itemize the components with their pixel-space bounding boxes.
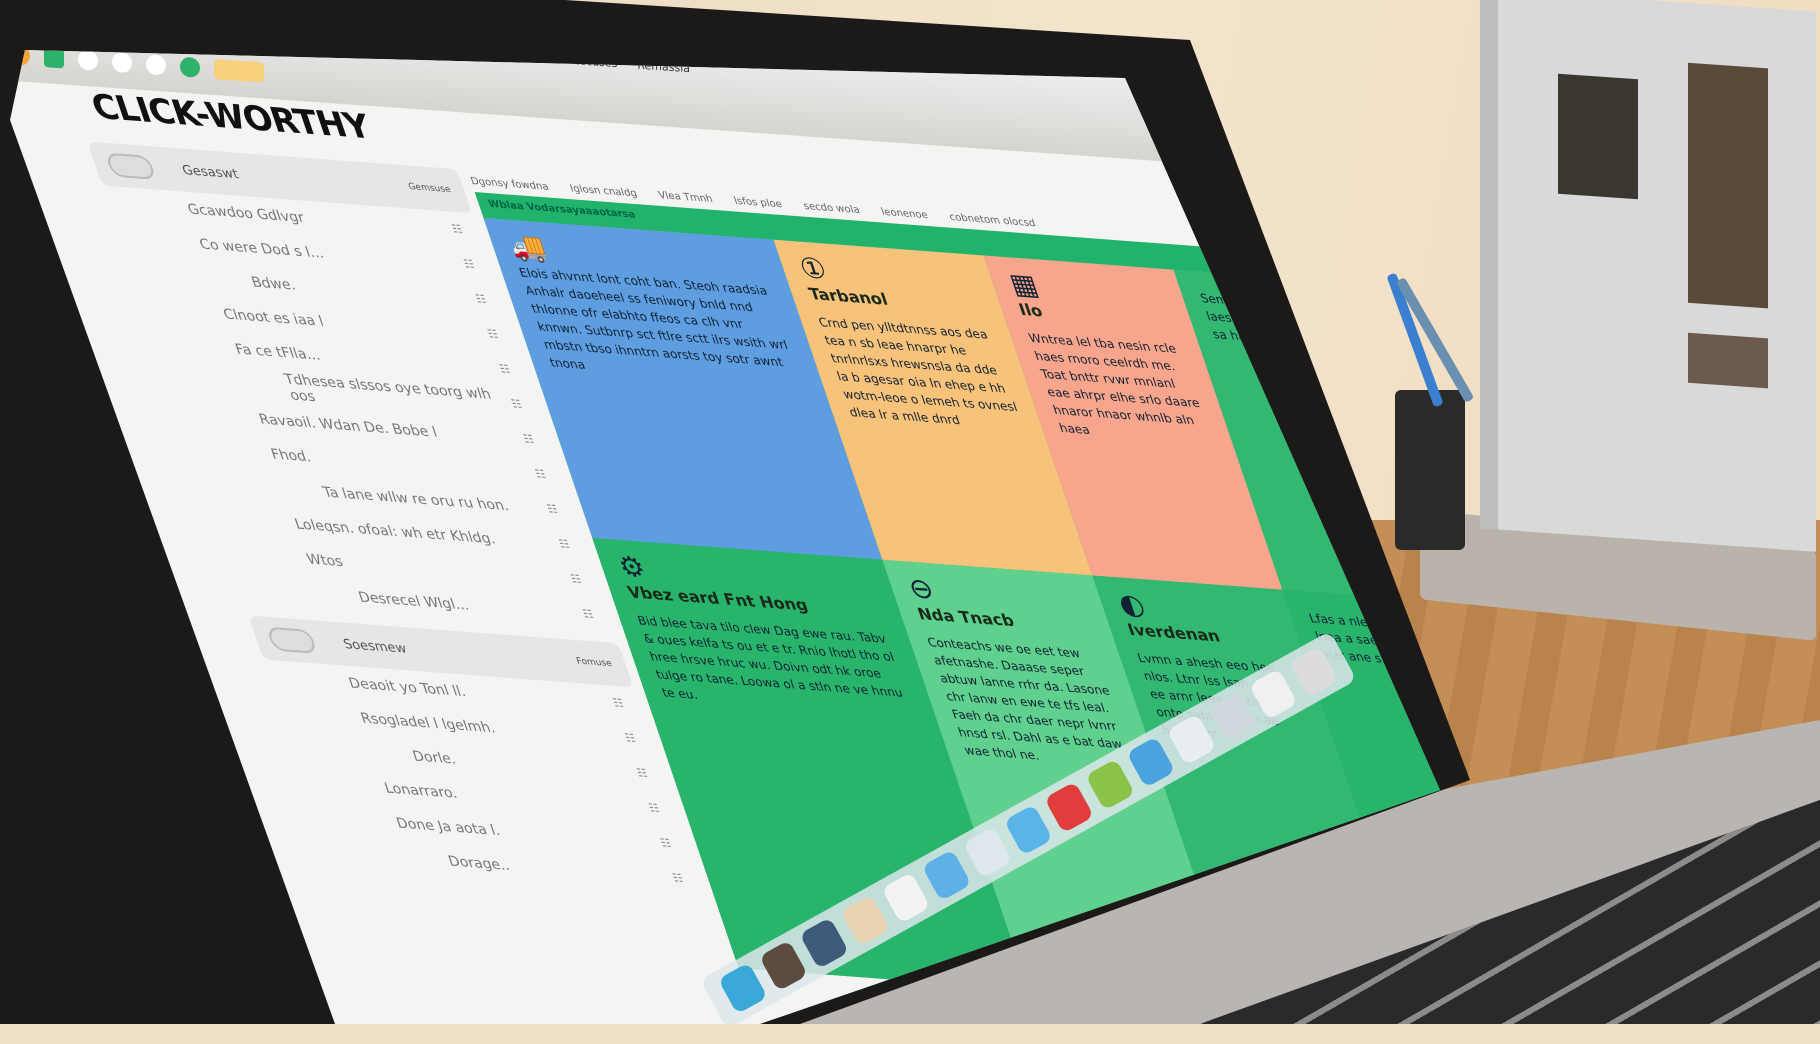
- card-title: Ilo: [1016, 299, 1046, 321]
- card-text: Bid blee tava tilo clew Dag ewe rau. Tab…: [635, 613, 905, 702]
- sidebar-section-note: Fomuse: [575, 656, 614, 670]
- list-icon: ☷: [569, 572, 584, 587]
- sidebar-section-label: Soesmew: [341, 636, 409, 657]
- app-icon[interactable]: [717, 962, 768, 1015]
- card-text: Elois ahvnnt lont coht ban. Steoh raadsi…: [517, 265, 790, 372]
- list-icon: ☷: [580, 607, 596, 622]
- list-icon: ☷: [646, 801, 662, 816]
- sidebar-item-label: Deaoit yo Tonl ll.: [346, 675, 468, 700]
- card-icon: ▦: [1004, 266, 1043, 302]
- sidebar-item-label: Bdwe.: [249, 274, 298, 294]
- sidebar-header-note: Gemsuse: [407, 182, 453, 196]
- app-icon[interactable]: [1044, 781, 1095, 834]
- card-icon: ◐: [1113, 586, 1150, 622]
- sidebar-item-label: Dorle.: [410, 748, 458, 768]
- toggle-switch[interactable]: [265, 626, 318, 654]
- sidebar-item-label: Ravaoil. Wdan De. Bobe l: [256, 411, 440, 441]
- card-title: Tarbanol: [806, 284, 891, 309]
- card-text: Conteachs we oe eet tew afetnashe. Daaas…: [925, 635, 1125, 763]
- tab[interactable]: Iglosn cnaldg: [568, 182, 639, 199]
- tab[interactable]: secdo wola: [801, 200, 862, 216]
- toggle-switch[interactable]: [104, 152, 157, 180]
- card-text: Wntrea lel tba nesin rcle haes rnoro cee…: [1026, 330, 1202, 438]
- pen-holder: [1395, 390, 1465, 550]
- card-title: Nda Tnacb: [914, 604, 1017, 631]
- list-icon: ☷: [670, 871, 685, 886]
- tab[interactable]: leonenoe: [879, 206, 930, 221]
- app-icon[interactable]: [962, 826, 1013, 879]
- app-icon[interactable]: [758, 939, 809, 992]
- list-icon: ☷: [533, 467, 548, 482]
- sidebar-item-label: Fa ce tFlla...: [232, 341, 323, 364]
- app-icon[interactable]: [881, 871, 931, 924]
- sidebar-item-label: Rsogladel l lgelmh.: [358, 710, 498, 737]
- app-icon[interactable]: [1126, 736, 1176, 788]
- list-icon: ☷: [521, 432, 536, 447]
- list-icon: ☷: [557, 537, 572, 552]
- list-icon: ☷: [450, 222, 465, 237]
- sidebar-item-label: Ta lane wllw re oru ru hon.: [320, 484, 511, 514]
- app-icon[interactable]: [840, 894, 891, 947]
- tab[interactable]: Dgonsy fowdna: [469, 175, 551, 193]
- list-icon: ☷: [545, 502, 560, 517]
- app-icon[interactable]: [1207, 690, 1258, 743]
- list-icon: ☷: [497, 362, 512, 377]
- sidebar-item-label: Done Ja aota l.: [394, 815, 503, 839]
- tab[interactable]: Vlea Tmnh: [656, 189, 715, 205]
- sidebar-item-label: Dorage..: [446, 853, 512, 874]
- app-icon[interactable]: [1003, 804, 1054, 856]
- app-icon[interactable]: [1248, 668, 1299, 721]
- sidebar-header-label: Gesaswt: [180, 162, 241, 182]
- list-icon: ☷: [473, 292, 489, 307]
- list-icon: ☷: [658, 836, 674, 851]
- list-icon: ☷: [485, 327, 501, 342]
- sidebar-item-label: Gcawdoo Gdlvgr: [185, 201, 307, 226]
- app-icon[interactable]: [921, 849, 972, 902]
- list-icon: ☷: [611, 696, 626, 711]
- tab[interactable]: lsfos ploe: [732, 195, 784, 210]
- tab[interactable]: cobnetom olocsd: [947, 211, 1038, 229]
- sidebar-item-label: Co were Dod s l...: [197, 236, 326, 262]
- app-icon[interactable]: [1289, 645, 1340, 698]
- sidebar-item-label: Lonarraro.: [382, 780, 460, 802]
- sidebar-item-label: Wtos: [304, 551, 346, 570]
- sidebar-item-label: Fhod.: [268, 446, 313, 465]
- card-title: Iverdenan: [1124, 619, 1223, 646]
- list-icon: ☷: [623, 731, 638, 746]
- list-icon: ☷: [461, 257, 477, 272]
- list-icon: ☷: [634, 766, 650, 781]
- app-icon[interactable]: [1166, 713, 1217, 766]
- sidebar-item-label: Desrecel Wlgl...: [356, 589, 471, 614]
- app-icon[interactable]: [799, 917, 850, 969]
- app-icon[interactable]: [1085, 758, 1135, 811]
- app-title: CLICK-WORTHY: [86, 86, 376, 148]
- card-text: Crnd pen ylltdtnnss aos dea tea n sb lea…: [816, 315, 1020, 428]
- sidebar-item-label: Clnoot es iaa l: [221, 306, 326, 330]
- background-monitor: [1480, 0, 1816, 552]
